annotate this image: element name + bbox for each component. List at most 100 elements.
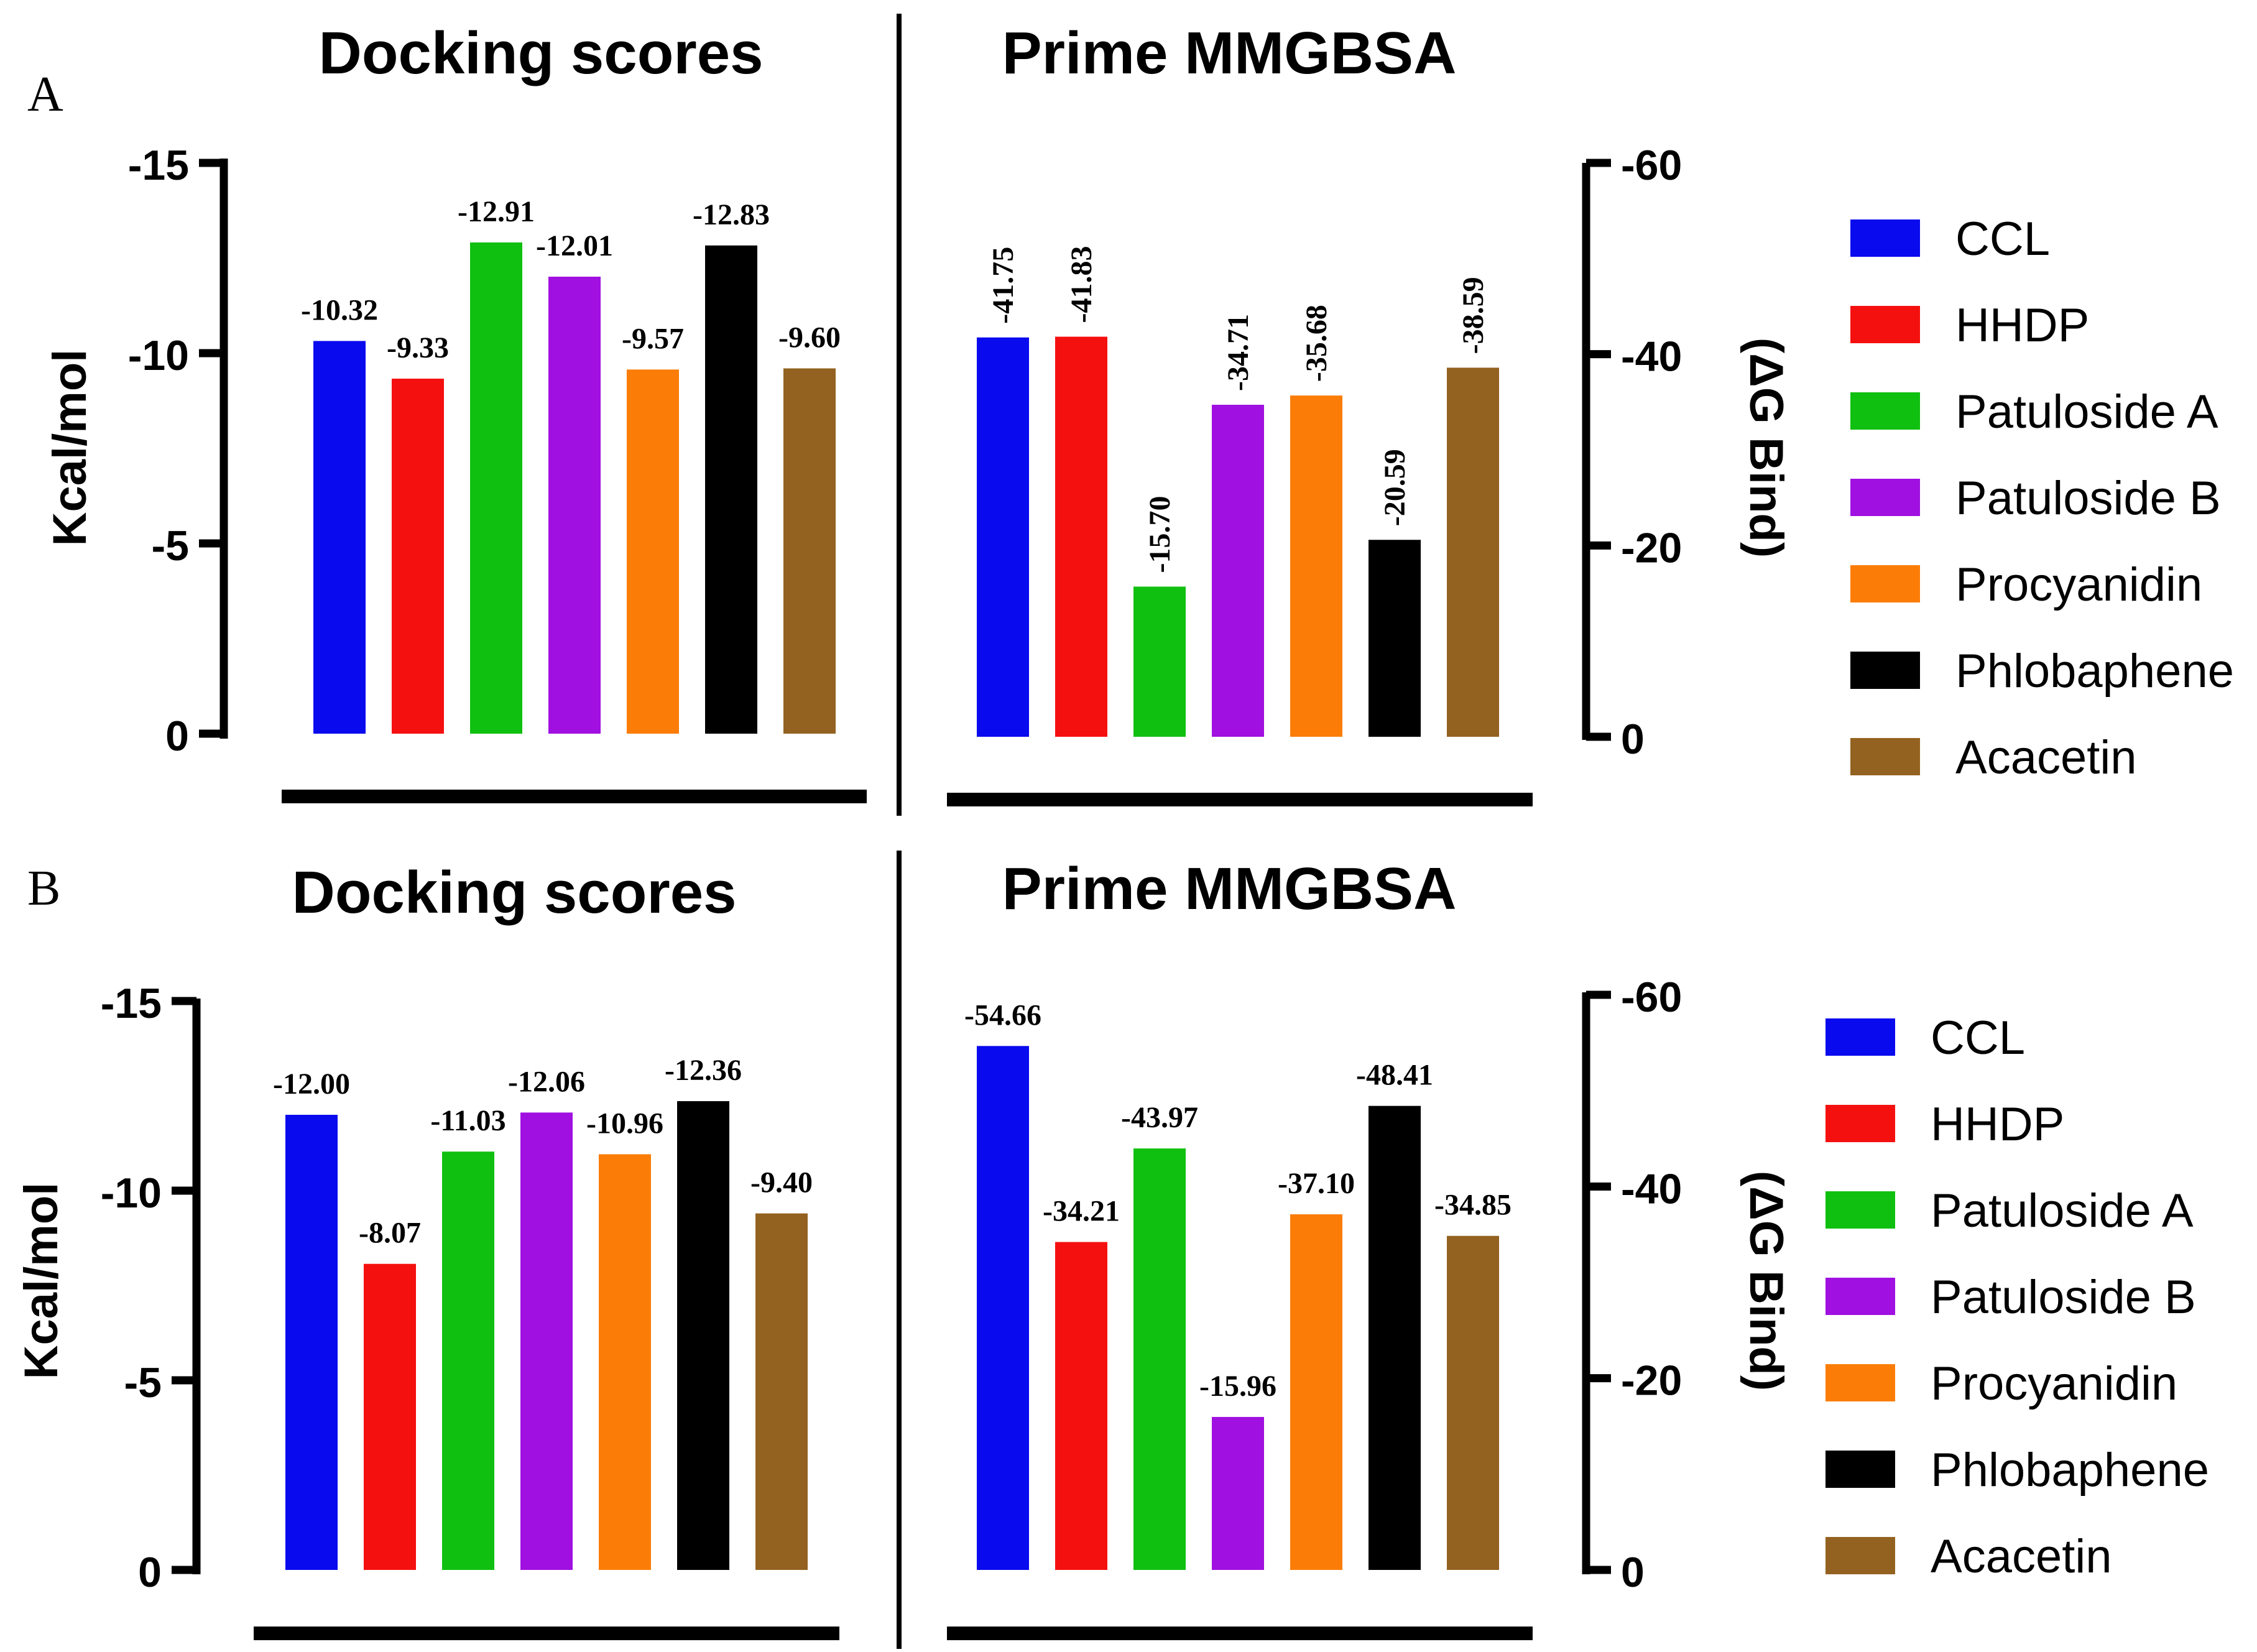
bar [1133,1148,1186,1570]
bar-value-label: -12.01 [536,229,613,262]
bar [1447,1235,1499,1570]
bar-value-label: -12.00 [273,1068,350,1101]
legend-item: CCL [1850,213,2050,265]
y-tick-label: 0 [138,1549,162,1596]
bar-value-label: -12.06 [508,1065,585,1098]
legend-item: Patuloside A [1825,1184,2194,1237]
chart-title: Docking scores [319,20,764,86]
y-tick-label: 0 [165,713,189,760]
bar-value-label: -35.68 [1300,305,1333,382]
bar [783,368,836,734]
bar-value-label: -34.21 [1043,1195,1120,1228]
bar-value-label: -43.97 [1121,1101,1198,1134]
bar [677,1101,729,1570]
panel-letter: B [27,861,60,916]
bar [977,1046,1029,1570]
chart-title: Prime MMGBSA [1002,856,1457,922]
bar-value-label: -48.41 [1356,1059,1433,1092]
y-tick-label: -5 [124,1359,162,1406]
bar [1369,540,1421,737]
bar-value-label: -41.75 [987,247,1020,324]
bar-value-label: -9.40 [750,1166,813,1199]
legend-label: CCL [1955,213,2050,265]
bar-value-label: -12.36 [665,1054,742,1087]
bar-value-label: -10.32 [301,293,378,326]
bar-value-label: -12.91 [458,195,535,228]
bar [705,245,757,734]
bar [392,379,444,734]
bar [1055,1242,1107,1570]
bar [1290,1214,1342,1570]
legend-item: Acacetin [1825,1530,2112,1583]
bar-value-label: -38.59 [1457,277,1490,354]
y-tick-label: 0 [1621,716,1645,763]
y-tick-label: -60 [1621,142,1682,189]
legend-label: HHDP [1931,1098,2064,1151]
bar-value-label: -37.10 [1278,1167,1355,1200]
y-tick-label: -20 [1621,524,1682,571]
legend-swatch [1825,1537,1895,1574]
docking-chart: Docking scores Kcal/mol -15 -10 -5 0 -12.00… [15,859,839,1640]
bar [470,242,522,734]
bar-value-label: -20.59 [1378,449,1411,526]
y-axis-label: Kcal/mol [44,349,96,547]
legend-swatch [1825,1105,1895,1142]
bar [1212,405,1264,737]
y-axis-label: (ΔG Bind) [1740,1171,1793,1391]
legend-label: CCL [1931,1012,2025,1064]
y-tick-label: -10 [128,332,189,379]
legend-label: Phlobaphene [1955,645,2234,698]
bar-value-label: -9.60 [778,321,841,354]
y-axis-label: (ΔG Bind) [1740,338,1793,558]
legend-item: Phlobaphene [1850,645,2234,698]
bar [1447,367,1499,737]
y-tick-label: -5 [152,522,189,570]
y-tick-label: -40 [1621,333,1682,381]
panel-letter: A [27,67,63,122]
bar-value-label: -15.96 [1199,1370,1276,1403]
bar-value-label: -11.03 [430,1104,505,1137]
legend: CCL HHDP Patuloside A Patuloside B Procyanid… [1850,213,2234,784]
bar-value-label: -9.33 [387,331,449,364]
legend-label: Patuloside A [1955,385,2218,438]
bar [627,369,679,734]
bar-value-label: -15.70 [1143,496,1176,573]
bar [313,341,366,734]
bar-value-label: -54.66 [964,999,1041,1031]
bar [364,1263,416,1570]
legend-swatch [1825,1018,1895,1056]
chart-title: Prime MMGBSA [1002,20,1457,86]
bar [285,1115,338,1570]
bar [1133,586,1186,737]
legend-label: Acacetin [1931,1530,2112,1583]
bar-value-label: -10.96 [586,1107,663,1140]
panel-a: A Docking scores Kcal/mol -15 -10 -5 0 -10.… [27,14,2234,816]
legend-label: Procyanidin [1955,558,2202,611]
legend-item: Procyanidin [1825,1357,2177,1410]
bar [548,276,601,734]
bar [599,1154,651,1570]
legend-item: Patuloside A [1850,385,2218,438]
legend-item: HHDP [1850,299,2089,352]
bar [755,1213,808,1570]
legend-swatch [1850,565,1920,602]
y-tick-label: -15 [101,980,162,1027]
bar-value-label: -34.71 [1222,314,1255,391]
bar-value-label: -9.57 [622,322,684,355]
legend-item: Patuloside B [1850,472,2221,525]
chart-title: Docking scores [292,859,737,926]
legend-label: Patuloside B [1931,1271,2196,1324]
y-tick-label: -40 [1621,1165,1682,1212]
y-tick-label: -20 [1621,1357,1682,1405]
bar [1369,1105,1421,1570]
legend-label: Acacetin [1955,731,2137,784]
legend-swatch [1850,219,1920,257]
legend-label: Patuloside A [1931,1184,2194,1237]
bar [1212,1416,1264,1570]
bar [977,337,1029,737]
legend-label: Phlobaphene [1931,1444,2209,1497]
bar-value-label: -41.83 [1065,246,1098,323]
bar [1055,336,1107,737]
y-tick-label: -10 [101,1170,162,1217]
